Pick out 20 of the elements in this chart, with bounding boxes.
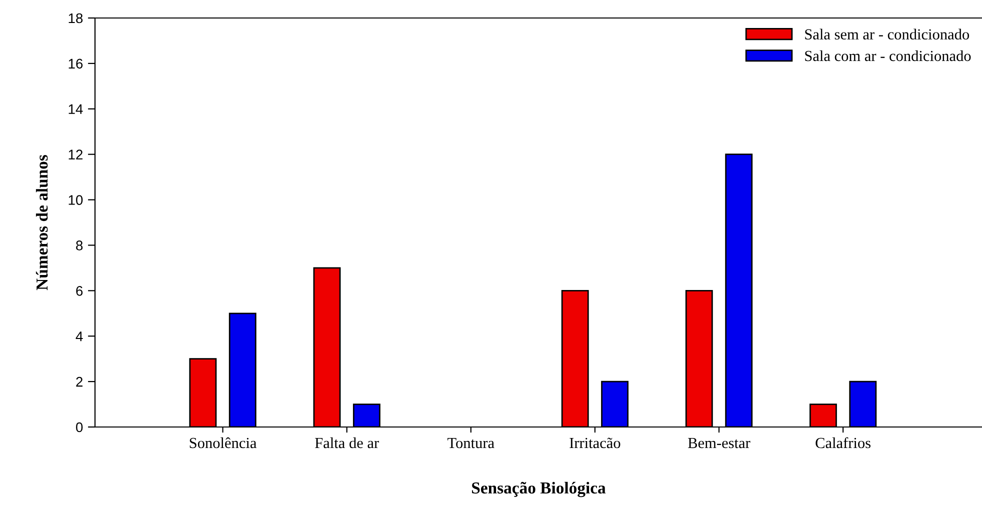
y-axis-title: Números de alunos [36,154,48,290]
x-tick-label: Tontura [448,438,494,448]
y-tick-label: 6 [76,286,83,296]
y-tick-label: 2 [76,376,82,387]
x-tick-label: Irritacão [570,438,620,448]
x-tick-label: Calafrios [816,437,871,448]
legend-label: Sala sem ar - condicionado [805,28,970,40]
legend-label: Sala com ar - condicionado [805,50,971,62]
y-tick-label: 0 [76,422,83,432]
y-tick-label: 12 [68,150,82,160]
x-tick-label: Bem-estar [688,438,750,448]
y-tick-label: 14 [68,104,83,114]
y-tick-label: 10 [68,195,83,205]
y-tick-label: 4 [76,332,83,342]
y-tick-label: 8 [76,240,83,250]
x-tick-label: Falta de ar [315,437,379,448]
y-tick-label: 16 [68,58,83,69]
x-axis-title: Sensação Biológica [472,482,606,498]
x-tick-label: Sonolência [190,437,257,448]
y-tick-label: 18 [68,13,83,24]
